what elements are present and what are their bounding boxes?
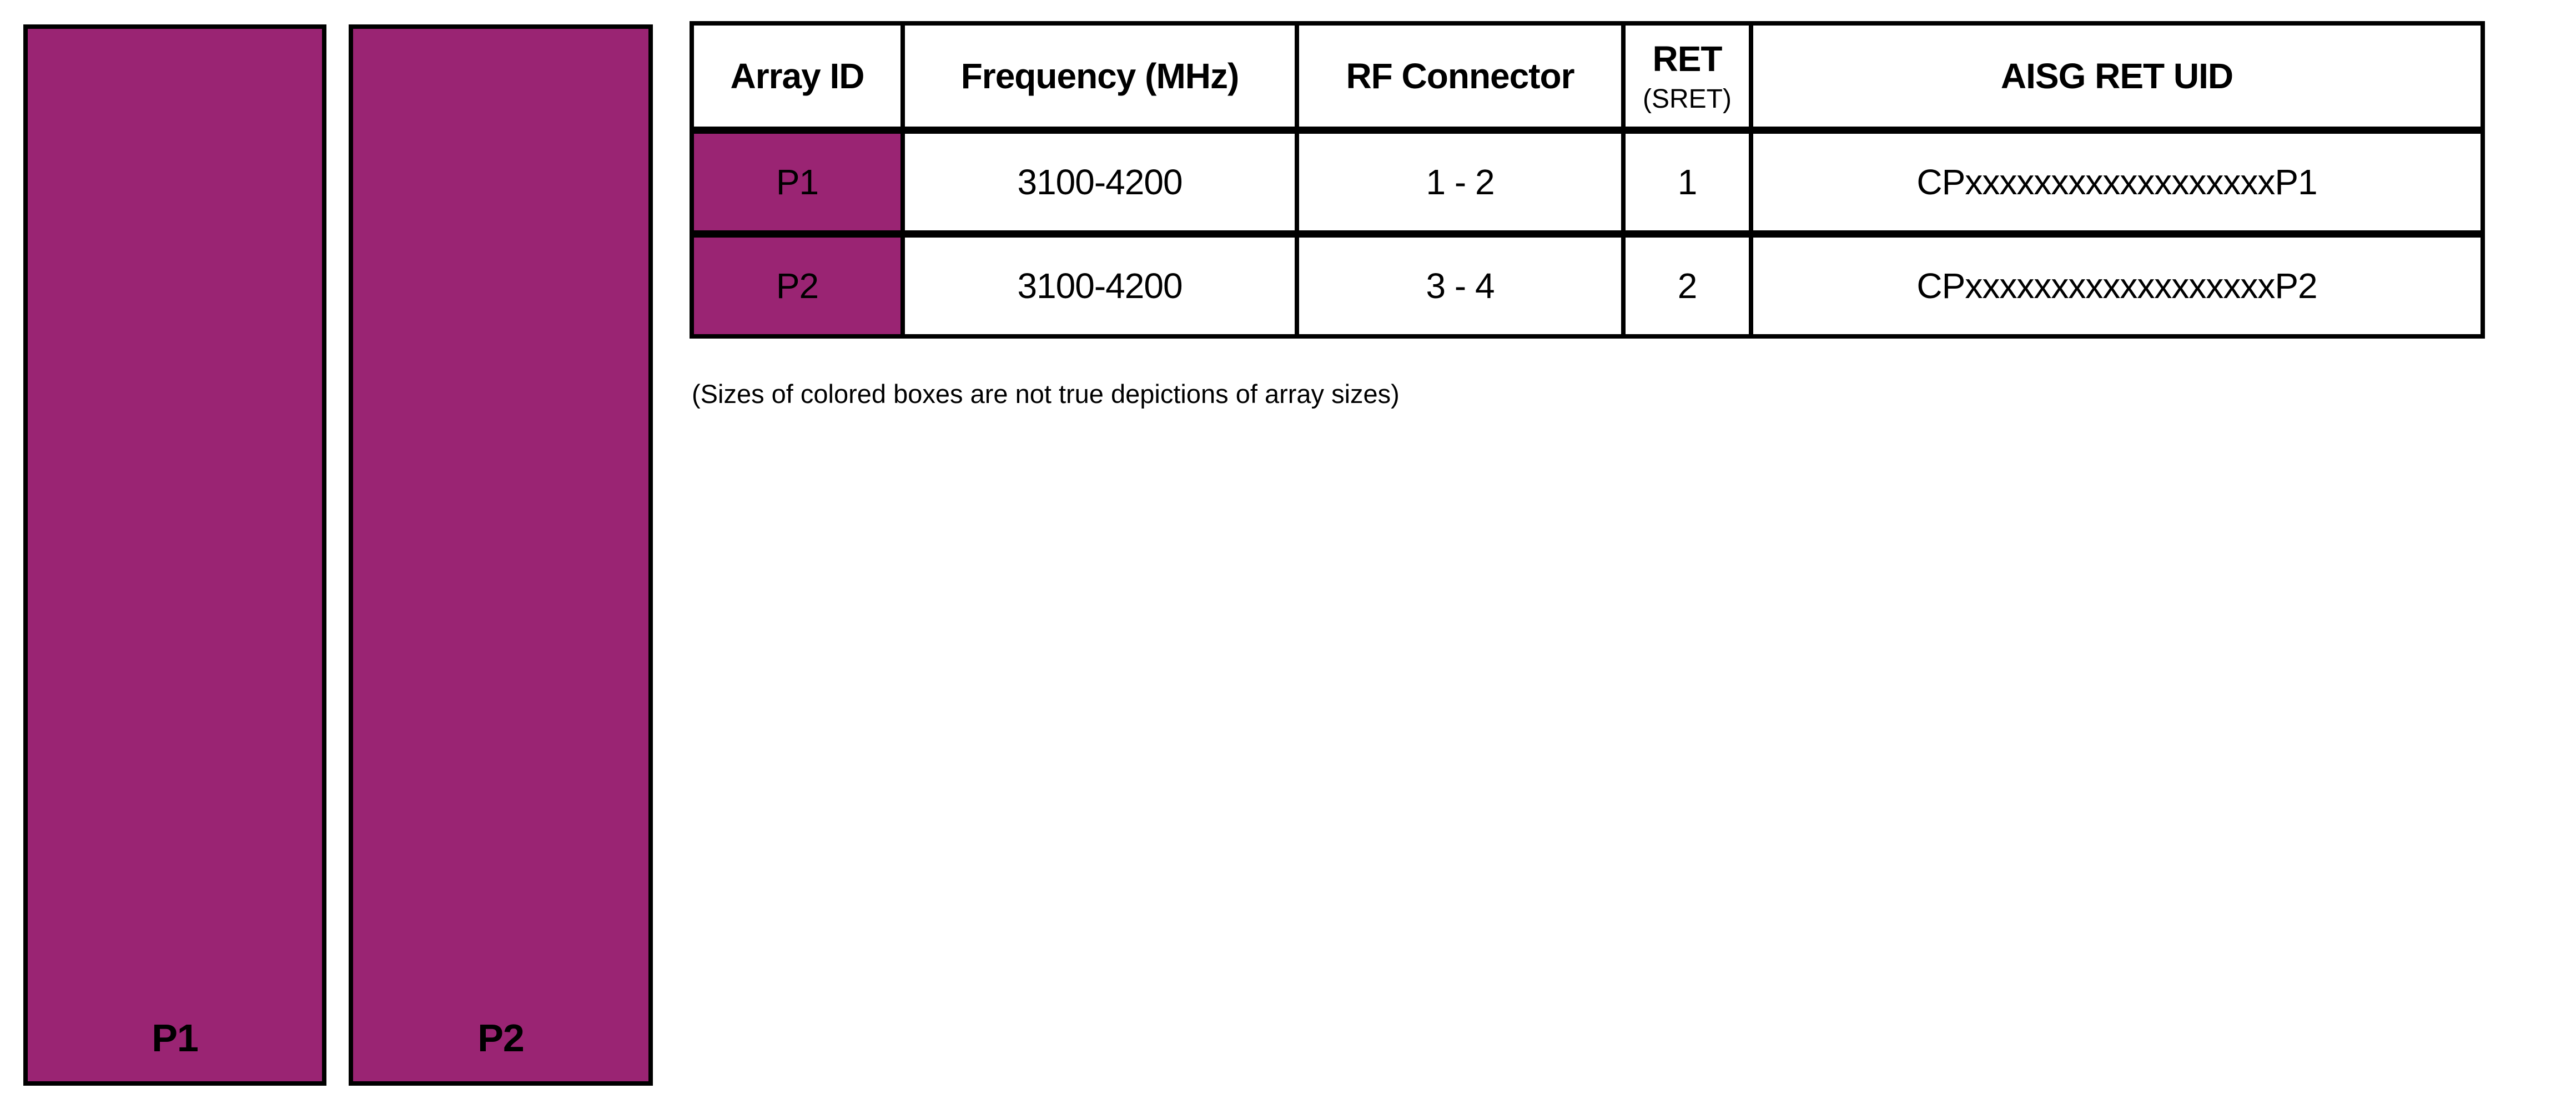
size-disclaimer-note: (Sizes of colored boxes are not true dep… [692,379,1400,409]
cell-rf-connector-p2: 3 - 4 [1295,230,1626,339]
cell-aisg-ret-uid-p2: CPxxxxxxxxxxxxxxxxxxP2 [1749,230,2485,339]
array-box-p1: P1 [23,24,326,1086]
cell-frequency-p1: 3100-4200 [900,127,1299,238]
array-box-p1-label: P1 [152,1016,199,1060]
table-row-p1: P1 3100-4200 1 - 2 1 CPxxxxxxxxxxxxxxxxx… [690,127,2485,238]
col-header-aisg-ret-uid: AISG RET UID [1749,21,2485,134]
cell-aisg-ret-uid-p1: CPxxxxxxxxxxxxxxxxxxP1 [1749,127,2485,238]
cell-ret-p2: 2 [1621,230,1753,339]
table-row-p2: P2 3100-4200 3 - 4 2 CPxxxxxxxxxxxxxxxxx… [690,230,2485,339]
col-header-ret-line1: RET [1652,38,1723,79]
cell-frequency-p2: 3100-4200 [900,230,1299,339]
cell-array-id-p1: P1 [690,127,905,238]
col-header-array-id: Array ID [690,21,905,134]
cell-ret-p1: 1 [1621,127,1753,238]
array-box-p2: P2 [349,24,653,1086]
table-header-row: Array ID Frequency (MHz) RF Connector RE… [690,21,2485,134]
col-header-ret: RET (SRET) [1621,21,1753,134]
array-box-p2-label: P2 [477,1016,525,1060]
cell-array-id-p2: P2 [690,230,905,339]
array-spec-table: Array ID Frequency (MHz) RF Connector RE… [690,21,2485,339]
cell-rf-connector-p1: 1 - 2 [1295,127,1626,238]
col-header-frequency: Frequency (MHz) [900,21,1299,134]
col-header-ret-line2: (SRET) [1643,84,1732,114]
col-header-rf-connector: RF Connector [1295,21,1626,134]
